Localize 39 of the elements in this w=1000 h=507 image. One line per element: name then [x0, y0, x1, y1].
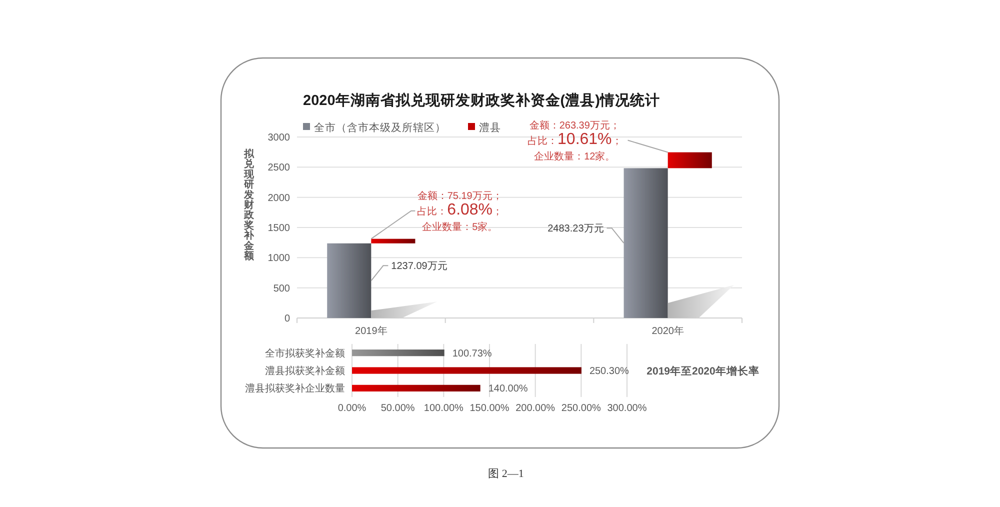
text: 2019年至2020年增长率 — [646, 364, 760, 378]
y-tick-label: 500 — [273, 283, 290, 294]
x-tick-label: 50.00% — [380, 403, 415, 414]
y-tick-label: 澧县拟获奖补企业数量 — [245, 382, 345, 395]
bar — [624, 168, 668, 318]
y-tick-label: 0 — [284, 314, 290, 324]
x-tick-label: 150.00% — [470, 403, 510, 414]
bar — [327, 243, 372, 318]
y-tick-label: 3000 — [268, 132, 290, 144]
text: 拟兑现研发财政奖补金额 — [244, 149, 254, 262]
y-tick-label: 澧县拟获奖补金额 — [265, 365, 345, 377]
data-label: 140.00% — [488, 384, 528, 395]
x-tick-label: 300.00% — [607, 403, 647, 414]
bar — [352, 384, 480, 392]
y-tick-label: 1000 — [268, 253, 290, 264]
legend-label: 澧县 — [479, 121, 501, 134]
annotation: 金额：75.19万元；占比：6.08%；企业数量：5家。 — [417, 190, 503, 233]
y-tick-label: 全市拟获奖补金额 — [265, 347, 345, 360]
y-tick-label: 1500 — [268, 223, 290, 234]
x-tick-label: 2019年 — [355, 325, 388, 337]
x-tick-label: 0.00% — [338, 403, 366, 414]
bar — [352, 350, 444, 356]
y-tick-label: 2000 — [268, 192, 290, 204]
data-label: 1237.09万元 — [391, 261, 448, 272]
x-tick-label: 2020年 — [652, 325, 684, 337]
bar — [352, 367, 582, 374]
x-tick-label: 100.00% — [424, 403, 464, 414]
data-label: 250.30% — [589, 366, 630, 377]
annotation: 金额：263.39万元；占比：10.61%；企业数量：12家。 — [528, 119, 622, 162]
bar — [371, 238, 416, 244]
chart-title: 2020年湖南省拟兑现研发财政奖补资金(澧县)情况统计 — [303, 91, 660, 109]
bar — [668, 152, 712, 168]
x-tick-label: 250.00% — [561, 403, 602, 414]
data-label: 2483.23万元 — [548, 224, 604, 235]
y-tick-label: 2500 — [268, 162, 290, 174]
caption: 图 2—1 — [488, 468, 524, 480]
legend-label: 全市（含市本级及所辖区） — [314, 121, 446, 134]
x-tick-label: 200.00% — [516, 403, 556, 414]
data-label: 100.73% — [452, 348, 492, 360]
